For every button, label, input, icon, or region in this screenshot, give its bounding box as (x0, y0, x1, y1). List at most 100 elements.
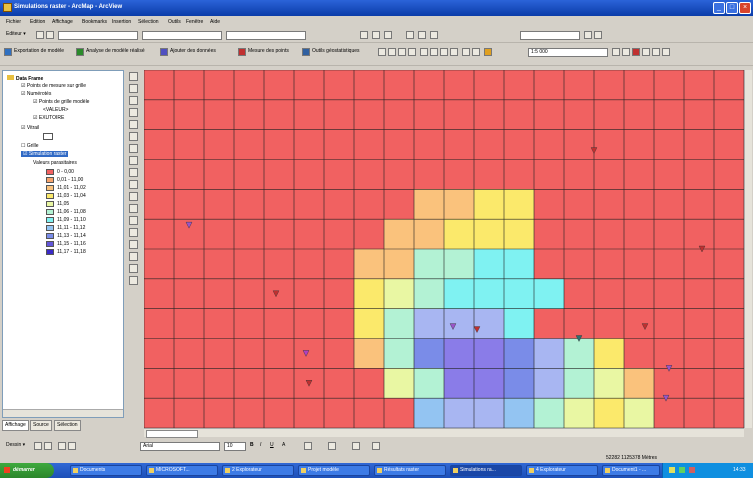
tool-b-icon[interactable] (594, 31, 602, 39)
open-icon[interactable] (388, 48, 396, 56)
georef-icon[interactable] (406, 31, 414, 39)
data-frame-title[interactable]: Data Frame (7, 75, 43, 82)
tab-selection[interactable]: Sélection (54, 420, 81, 431)
pointer-icon[interactable] (36, 31, 44, 39)
hyperlink-icon[interactable] (129, 240, 138, 249)
sketch-icon[interactable] (46, 31, 54, 39)
taskbar-item-7[interactable]: 4 Explorateur (526, 465, 598, 476)
add-data-button[interactable]: Ajouter des données (170, 48, 216, 54)
menu-file[interactable]: Fichier (6, 19, 22, 25)
toolbox-icon[interactable] (632, 48, 640, 56)
full-extent-icon[interactable] (129, 132, 138, 141)
rotate-icon[interactable] (372, 31, 380, 39)
text-icon[interactable] (68, 442, 76, 450)
font-size-dropdown[interactable]: 10 (224, 442, 246, 451)
viewer-icon[interactable] (129, 276, 138, 285)
print-icon[interactable] (408, 48, 416, 56)
toc-scrollbar[interactable] (3, 409, 123, 417)
measure-points-button[interactable]: Mesure des points (248, 48, 289, 54)
tab-source[interactable]: Source (30, 420, 52, 431)
taskbar-item-3[interactable]: 2 Explorateur (222, 465, 294, 476)
taskbar-item-8[interactable]: Document1 - ... (602, 465, 660, 476)
redo-icon[interactable] (472, 48, 480, 56)
line-color-icon[interactable] (328, 442, 336, 450)
underline-button[interactable]: U (270, 442, 274, 448)
measure-point-marker[interactable] (449, 323, 457, 331)
back-extent-icon[interactable] (129, 144, 138, 153)
split-icon[interactable] (360, 31, 368, 39)
toc-layer-7[interactable]: ☐ Grille (21, 143, 39, 149)
select-features-icon[interactable] (129, 168, 138, 177)
link-icon[interactable] (418, 31, 426, 39)
layer-dropdown[interactable] (226, 31, 306, 40)
tray-icon-2[interactable] (679, 467, 685, 473)
editor-toolbar-icon[interactable] (612, 48, 620, 56)
geostat-tools-button[interactable]: Outils géostatistiques (312, 48, 360, 54)
close-button[interactable]: × (739, 2, 751, 14)
cut-icon[interactable] (420, 48, 428, 56)
paste-icon[interactable] (440, 48, 448, 56)
font-name-dropdown[interactable]: Arial (140, 442, 220, 451)
tray-icon-1[interactable] (669, 467, 675, 473)
taskbar-item-5[interactable]: Résultats raster (374, 465, 446, 476)
help-icon[interactable] (662, 48, 670, 56)
menu-selection[interactable]: Sélection (138, 19, 159, 25)
taskbar-item-6[interactable]: Simulations ra... (450, 465, 522, 476)
taskbar-item-4[interactable]: Projet modèle (298, 465, 370, 476)
magnifier-icon[interactable] (129, 252, 138, 261)
italic-button[interactable]: I (260, 442, 262, 448)
tool-a-icon[interactable] (584, 31, 592, 39)
toc-layer-8[interactable]: ☑ Simulation raster (21, 151, 69, 157)
toc-layer-5[interactable]: ☑ EXUTOIRE (33, 115, 65, 121)
start-button[interactable]: démarrer (0, 463, 54, 478)
select-pointer-icon[interactable] (34, 442, 42, 450)
menu-help[interactable]: Aide (210, 19, 221, 25)
measure-point-marker[interactable] (590, 147, 598, 154)
drawing-menu[interactable]: Dessin ▾ (6, 442, 26, 448)
measure-icon[interactable] (129, 228, 138, 237)
fixed-zoom-out-icon[interactable] (129, 108, 138, 117)
task-dropdown[interactable] (58, 31, 138, 40)
export-model-button[interactable]: Exportation de modèle (14, 48, 65, 54)
attributes-icon[interactable] (384, 31, 392, 39)
analyse-model-button[interactable]: Analyse de modèle réalisé (86, 48, 145, 54)
menu-edit[interactable]: Edition (30, 19, 46, 25)
menu-view[interactable]: Affichage (52, 19, 73, 25)
map-view[interactable] (144, 70, 744, 428)
map-vertical-scrollbar[interactable] (744, 70, 752, 428)
scale-dropdown[interactable]: 1:5 000 (528, 48, 608, 57)
shadow-icon[interactable] (372, 442, 380, 450)
measure-point-marker[interactable] (305, 380, 313, 387)
tray-icon-3[interactable] (689, 467, 695, 473)
minimize-button[interactable]: _ (713, 2, 725, 14)
add-layer-icon[interactable] (484, 48, 492, 56)
measure-point-marker[interactable] (272, 290, 280, 298)
clear-selection-icon[interactable] (129, 180, 138, 189)
menu-window[interactable]: Fenêtre (186, 19, 204, 25)
measure-point-marker[interactable] (662, 394, 670, 402)
new-doc-icon[interactable] (378, 48, 386, 56)
toc-layer-1[interactable]: ☑ Points de mesure sur grille (21, 83, 87, 89)
fit-icon[interactable] (430, 31, 438, 39)
zoom-in-icon[interactable] (129, 72, 138, 81)
target-dropdown[interactable] (142, 31, 222, 40)
forward-extent-icon[interactable] (129, 156, 138, 165)
toc-layer-3[interactable]: ☑ Points de grille modèle (33, 99, 90, 105)
marker-color-icon[interactable] (352, 442, 360, 450)
modelbuilder-icon[interactable] (652, 48, 660, 56)
raster-dropdown[interactable] (520, 31, 580, 40)
measure-point-marker[interactable] (302, 350, 310, 357)
delete-icon[interactable] (450, 48, 458, 56)
map-horizontal-scrollbar[interactable] (144, 428, 744, 438)
maximize-button[interactable]: □ (726, 2, 738, 14)
measure-point-marker[interactable] (665, 365, 673, 372)
layout-view-buttons[interactable] (146, 430, 198, 438)
measure-point-marker[interactable] (641, 323, 649, 331)
toc-layer-2[interactable]: ☑ Numérotés (21, 91, 52, 97)
command-line-icon[interactable] (642, 48, 650, 56)
identify-icon[interactable] (129, 204, 138, 213)
measure-point-marker[interactable] (698, 245, 706, 253)
catalog-icon[interactable] (622, 48, 630, 56)
menu-insert[interactable]: Insertion (112, 19, 132, 25)
fill-color-icon[interactable] (304, 442, 312, 450)
